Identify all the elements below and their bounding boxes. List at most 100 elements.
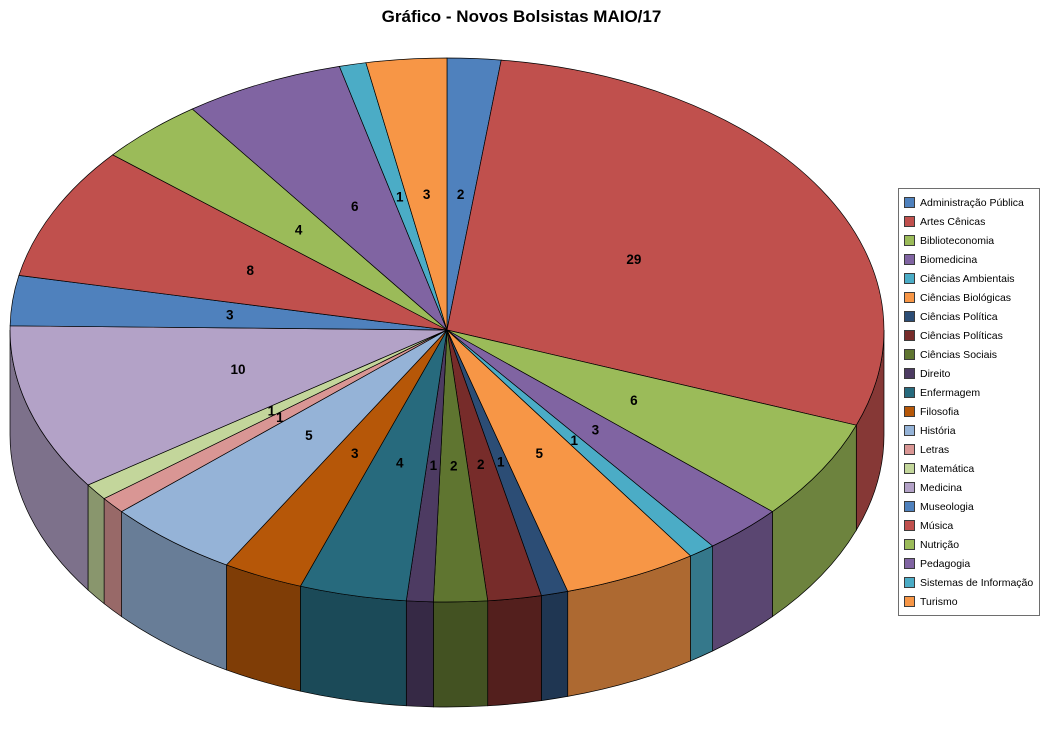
legend-label: Sistemas de Informação xyxy=(920,576,1034,589)
legend-item[interactable]: Sistemas de Informação xyxy=(901,573,1037,592)
legend-item[interactable]: História xyxy=(901,421,1037,440)
legend-swatch-icon xyxy=(904,197,915,208)
legend-item[interactable]: Ciências Ambientais xyxy=(901,269,1037,288)
legend-swatch-icon xyxy=(904,520,915,531)
legend-swatch-icon xyxy=(904,577,915,588)
legend-swatch-icon xyxy=(904,216,915,227)
slice-value-label: 8 xyxy=(247,263,255,278)
legend-item[interactable]: Filosofia xyxy=(901,402,1037,421)
pie-slice-wall xyxy=(300,585,407,707)
legend-swatch-icon xyxy=(904,292,915,303)
slice-value-label: 5 xyxy=(535,446,543,461)
legend-label: Ciências Políticas xyxy=(920,329,1003,342)
legend-label: Pedagogia xyxy=(920,557,971,570)
slice-value-label: 2 xyxy=(477,457,485,472)
slice-value-label: 3 xyxy=(592,422,600,437)
pie-slice-wall xyxy=(541,590,569,702)
legend-swatch-icon xyxy=(904,463,915,474)
legend-item[interactable]: Museologia xyxy=(901,497,1037,516)
pie-slice-wall xyxy=(103,497,122,618)
slice-value-label: 6 xyxy=(351,199,359,214)
legend-item[interactable]: Direito xyxy=(901,364,1037,383)
legend-label: Ciências Biológicas xyxy=(920,291,1012,304)
legend-item[interactable]: Turismo xyxy=(901,592,1037,611)
pie-slice[interactable] xyxy=(446,329,857,513)
slice-value-label: 10 xyxy=(230,362,245,377)
legend-item[interactable]: Ciências Sociais xyxy=(901,345,1037,364)
slice-value-label: 2 xyxy=(457,187,465,202)
slice-value-label: 1 xyxy=(571,433,579,448)
pie-slice[interactable] xyxy=(18,154,448,331)
slice-value-label: 3 xyxy=(351,446,359,461)
legend-item[interactable]: Biomedicina xyxy=(901,250,1037,269)
slice-value-label: 5 xyxy=(305,428,313,443)
legend-item[interactable]: Administração Pública xyxy=(901,193,1037,212)
legend-swatch-icon xyxy=(904,235,915,246)
pie-slice-wall xyxy=(433,600,489,708)
slice-value-label: 29 xyxy=(626,252,641,267)
legend-label: Ciências Política xyxy=(920,310,998,323)
pie-side-walls xyxy=(9,329,885,708)
legend-swatch-icon xyxy=(904,425,915,436)
slice-value-label: 1 xyxy=(396,190,404,205)
legend[interactable]: Administração Pública Artes Cênicas Biblio… xyxy=(898,188,1040,616)
slice-value-label: 4 xyxy=(396,455,404,470)
legend-swatch-icon xyxy=(904,596,915,607)
legend-swatch-icon xyxy=(904,349,915,360)
pie-slice-wall xyxy=(87,484,105,605)
legend-item[interactable]: Pedagogia xyxy=(901,554,1037,573)
legend-label: Museologia xyxy=(920,500,974,513)
slice-value-label: 2 xyxy=(450,458,458,473)
legend-swatch-icon xyxy=(904,273,915,284)
slice-value-label: 1 xyxy=(497,454,505,469)
legend-label: História xyxy=(920,424,956,437)
legend-item[interactable]: Música xyxy=(901,516,1037,535)
legend-label: Biomedicina xyxy=(920,253,978,266)
pie-slice[interactable] xyxy=(446,59,885,426)
legend-swatch-icon xyxy=(904,406,915,417)
pie-top-surface xyxy=(9,57,885,603)
pie-slice[interactable] xyxy=(191,66,448,331)
legend-swatch-icon xyxy=(904,330,915,341)
legend-swatch-icon xyxy=(904,368,915,379)
legend-swatch-icon xyxy=(904,539,915,550)
slice-value-label: 4 xyxy=(295,223,303,238)
slice-value-label: 3 xyxy=(423,187,431,202)
legend-item[interactable]: Ciências Política xyxy=(901,307,1037,326)
legend-label: Direito xyxy=(920,367,951,380)
legend-swatch-icon xyxy=(904,387,915,398)
legend-label: Enfermagem xyxy=(920,386,981,399)
legend-item[interactable]: Medicina xyxy=(901,478,1037,497)
legend-label: Letras xyxy=(920,443,950,456)
slice-value-label: 1 xyxy=(268,404,276,419)
legend-swatch-icon xyxy=(904,311,915,322)
legend-swatch-icon xyxy=(904,501,915,512)
slice-value-label: 1 xyxy=(276,410,284,425)
legend-label: Matemática xyxy=(920,462,975,475)
legend-swatch-icon xyxy=(904,558,915,569)
pie-slice[interactable] xyxy=(9,325,448,486)
pie-slice-wall xyxy=(405,600,434,708)
legend-label: Filosofia xyxy=(920,405,960,418)
legend-label: Nutrição xyxy=(920,538,960,551)
chart-title: Gráfico - Novos Bolsistas MAIO/17 xyxy=(381,7,662,26)
slice-value-label: 1 xyxy=(430,458,438,473)
legend-item[interactable]: Enfermagem xyxy=(901,383,1037,402)
legend-item[interactable]: Ciências Biológicas xyxy=(901,288,1037,307)
legend-label: Música xyxy=(920,519,954,532)
pie-slice[interactable] xyxy=(365,57,448,331)
legend-label: Artes Cênicas xyxy=(920,215,986,228)
legend-item[interactable]: Biblioteconomia xyxy=(901,231,1037,250)
legend-label: Medicina xyxy=(920,481,963,494)
legend-item[interactable]: Ciências Políticas xyxy=(901,326,1037,345)
slice-value-label: 6 xyxy=(630,393,638,408)
legend-label: Turismo xyxy=(920,595,958,608)
legend-item[interactable]: Nutrição xyxy=(901,535,1037,554)
legend-item[interactable]: Letras xyxy=(901,440,1037,459)
legend-label: Ciências Ambientais xyxy=(920,272,1015,285)
slice-value-label: 3 xyxy=(226,308,234,323)
legend-item[interactable]: Matemática xyxy=(901,459,1037,478)
legend-item[interactable]: Artes Cênicas xyxy=(901,212,1037,231)
pie-slice-wall xyxy=(690,545,713,662)
